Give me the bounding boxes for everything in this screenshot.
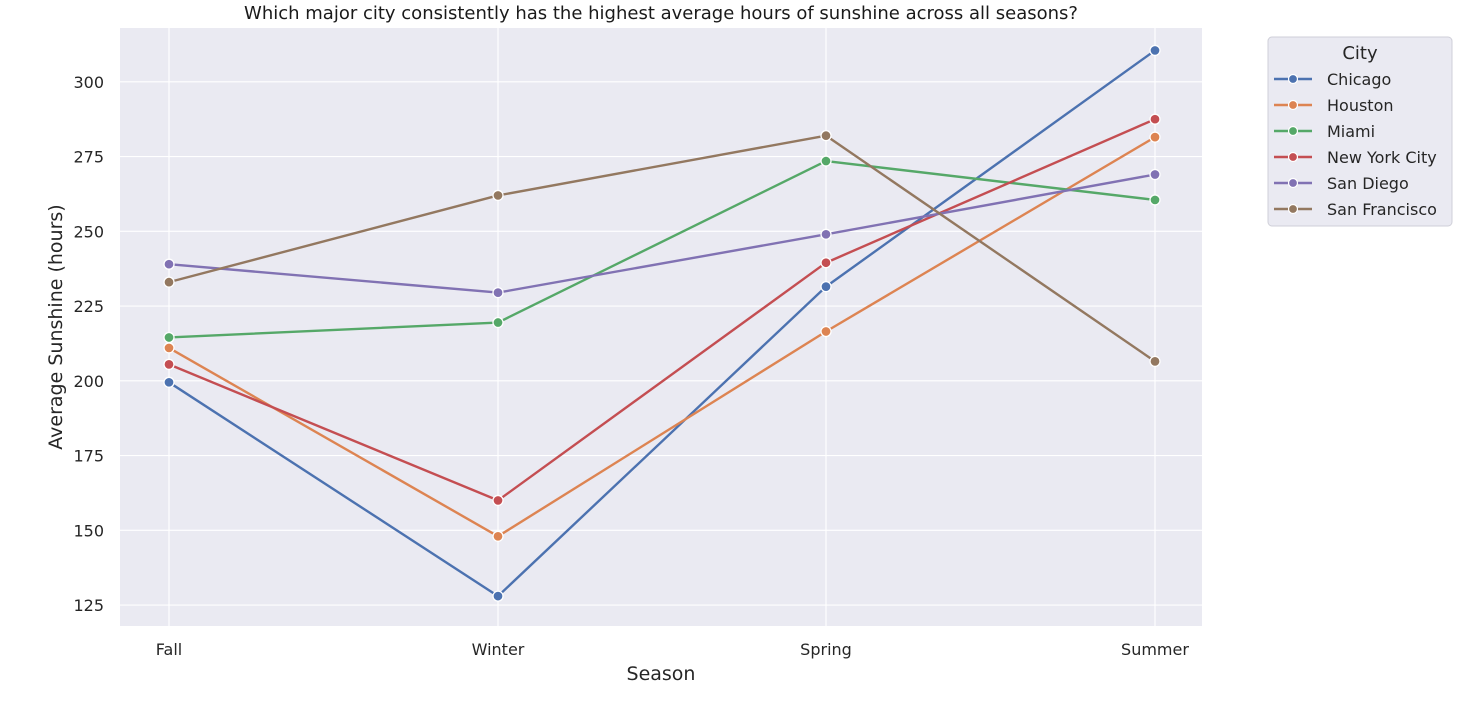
y-tick-label: 250	[73, 222, 104, 241]
y-tick-label: 225	[73, 297, 104, 316]
legend-swatch-marker	[1287, 73, 1299, 85]
data-point	[163, 331, 175, 344]
data-point	[492, 316, 504, 329]
data-point	[1149, 194, 1161, 206]
series-san-francisco	[163, 129, 1161, 368]
x-tick-label: Fall	[156, 640, 182, 659]
data-point	[1149, 113, 1161, 125]
series-lines	[163, 44, 1161, 602]
legend-swatch-marker	[1287, 203, 1299, 215]
legend-swatch-marker	[1287, 177, 1299, 189]
series-line-houston	[168, 136, 1156, 538]
data-point	[163, 358, 175, 371]
data-point	[820, 280, 832, 293]
chart-title: Which major city consistently has the hi…	[244, 3, 1078, 24]
grid	[120, 28, 1202, 626]
data-point	[492, 530, 504, 542]
legend-item: San Diego	[1274, 174, 1409, 193]
legend-swatch-marker	[1287, 125, 1299, 137]
legend-label: Houston	[1327, 96, 1394, 115]
legend-item: Miami	[1274, 122, 1375, 141]
y-axis-ticks: 125 150 175 200 225 250 275 300	[73, 73, 104, 615]
y-tick-label: 200	[73, 372, 104, 391]
legend-item: New York City	[1274, 148, 1437, 167]
series-miami	[163, 155, 1161, 344]
series-line-san-diego	[168, 173, 1156, 294]
legend-title: City	[1342, 43, 1378, 64]
data-point	[1149, 355, 1161, 368]
data-point	[820, 257, 832, 269]
data-point	[1149, 168, 1161, 181]
legend-label: New York City	[1327, 148, 1437, 167]
y-tick-label: 175	[73, 447, 104, 466]
legend-box	[1267, 36, 1453, 227]
plot-area	[120, 28, 1202, 626]
legend-label: Chicago	[1327, 70, 1391, 89]
series-line-chicago	[168, 49, 1156, 598]
series-san-diego	[163, 168, 1161, 299]
x-axis-ticks: Fall Winter Spring Summer	[156, 640, 1190, 659]
series-houston	[163, 131, 1161, 542]
data-point	[492, 494, 504, 507]
legend-label: San Francisco	[1327, 200, 1437, 219]
data-point	[820, 325, 832, 338]
legend-item: Chicago	[1274, 70, 1391, 89]
data-point	[163, 376, 175, 388]
legend-label: Miami	[1327, 122, 1375, 141]
data-point	[163, 342, 175, 354]
series-line-san-francisco	[168, 134, 1156, 363]
legend-label: San Diego	[1327, 174, 1409, 193]
legend: City Chicago Houston Miami New York City San …	[1267, 36, 1453, 227]
y-tick-label: 300	[73, 73, 104, 92]
x-axis-label: Season	[627, 663, 696, 685]
y-tick-label: 125	[73, 596, 104, 615]
x-tick-label: Spring	[800, 640, 852, 659]
data-point	[163, 276, 175, 288]
series-chicago	[163, 44, 1161, 602]
data-point	[820, 228, 832, 240]
legend-item: San Francisco	[1274, 200, 1437, 219]
y-tick-label: 150	[73, 521, 104, 540]
legend-swatch-marker	[1287, 99, 1299, 111]
data-point	[1149, 131, 1161, 143]
y-axis-label: Average Sunshine (hours)	[45, 204, 67, 449]
data-point	[492, 189, 504, 202]
y-tick-label: 275	[73, 148, 104, 167]
data-point	[492, 286, 504, 299]
series-line-new-york-city	[168, 118, 1156, 502]
data-point	[1149, 44, 1161, 57]
x-tick-label: Winter	[472, 640, 525, 659]
legend-swatch-marker	[1287, 151, 1299, 163]
data-point	[492, 590, 504, 602]
series-line-miami	[168, 159, 1156, 339]
data-point	[820, 155, 832, 167]
data-point	[820, 129, 832, 142]
legend-item: Houston	[1274, 96, 1394, 115]
x-tick-label: Summer	[1121, 640, 1189, 659]
series-new-york-city	[163, 113, 1161, 507]
data-point	[163, 258, 175, 270]
